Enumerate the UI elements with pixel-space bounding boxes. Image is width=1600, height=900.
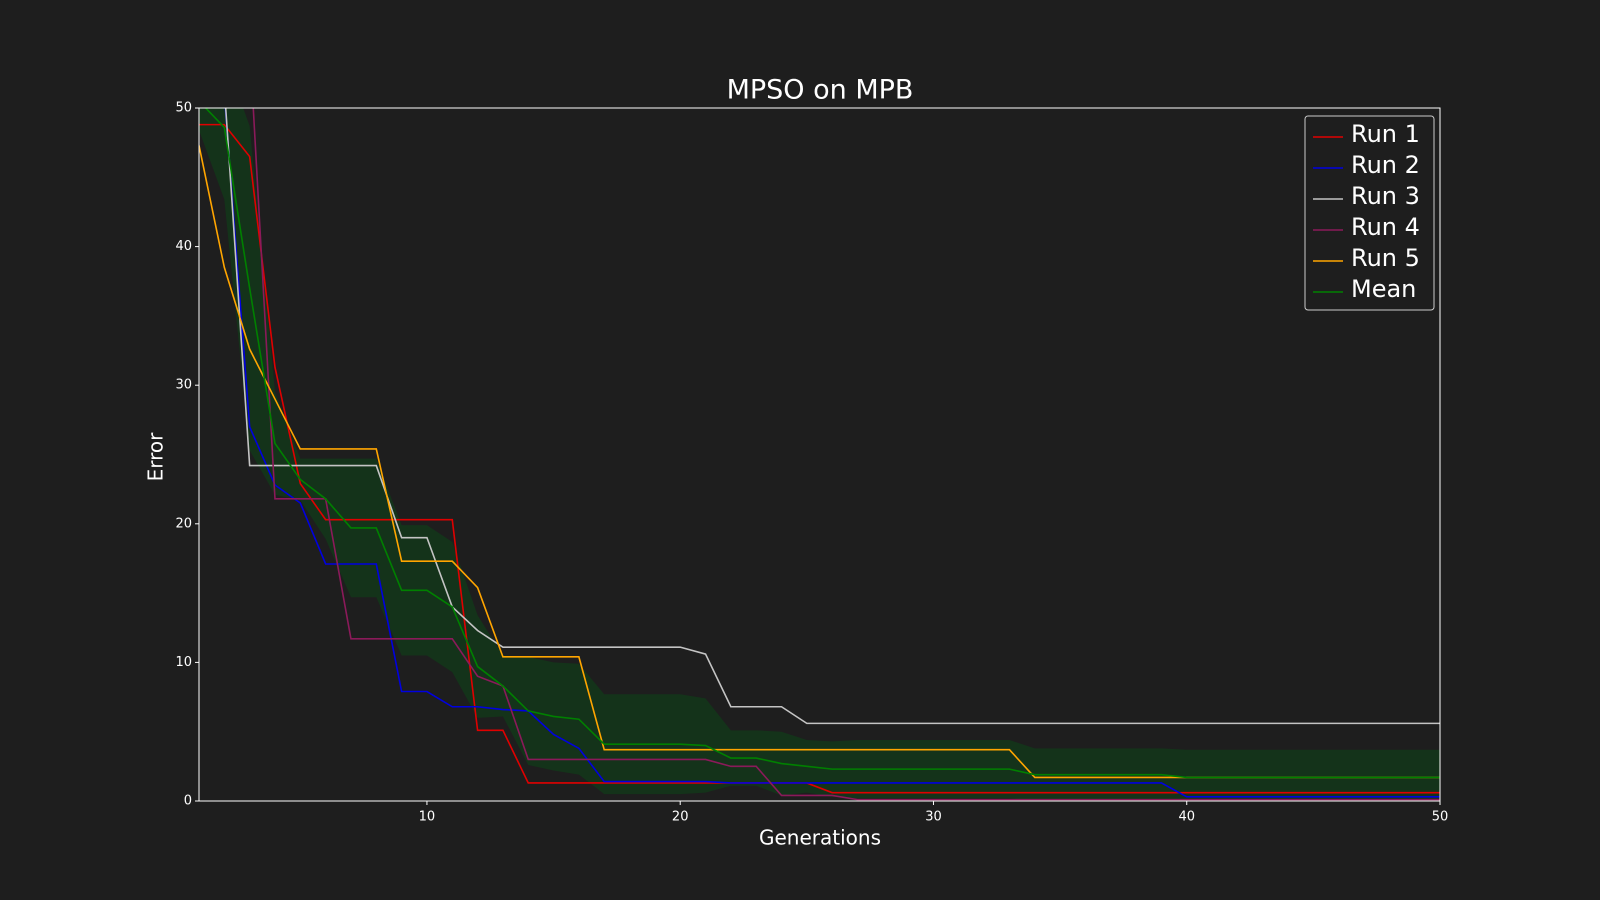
y-tick-label: 50	[175, 101, 192, 116]
legend-label: Mean	[1351, 275, 1416, 303]
series-line	[224, 108, 1440, 798]
legend-label: Run 1	[1351, 120, 1420, 148]
legend-label: Run 5	[1351, 244, 1420, 272]
y-tick-label: 10	[175, 655, 192, 670]
x-tick-label: 40	[1178, 810, 1195, 825]
x-tick-label: 50	[1432, 810, 1449, 825]
y-tick-label: 30	[175, 378, 192, 393]
chart-title: MPSO on MPB	[727, 75, 914, 106]
legend-label: Run 3	[1351, 182, 1420, 210]
x-axis-label: Generations	[759, 826, 881, 850]
y-axis-label: Error	[144, 432, 168, 482]
plot-frame	[198, 107, 1441, 802]
y-tick-label: 20	[175, 516, 192, 531]
x-tick-label: 30	[925, 810, 942, 825]
series-line	[224, 108, 1440, 725]
series-line	[199, 123, 1440, 794]
x-tick-label: 20	[672, 810, 689, 825]
x-tick-label: 10	[419, 810, 436, 825]
y-tick-label: 0	[184, 794, 192, 809]
legend-label: Run 2	[1351, 151, 1420, 179]
plot-area	[199, 108, 1440, 801]
legend-label: Run 4	[1351, 213, 1420, 241]
y-tick-label: 40	[175, 239, 192, 254]
series-line	[252, 108, 1440, 801]
series-line	[204, 108, 1440, 779]
